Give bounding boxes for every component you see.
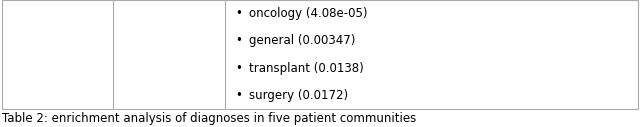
Bar	[2, 0, 638, 109]
Text: Table 2: enrichment analysis of diagnoses in five patient communities: Table 2: enrichment analysis of diagnose…	[2, 112, 416, 125]
Text: •: •	[235, 7, 242, 20]
Text: surgery (0.0172): surgery (0.0172)	[248, 89, 348, 102]
Text: •: •	[235, 89, 242, 102]
Text: oncology (4.08e-05): oncology (4.08e-05)	[248, 7, 367, 20]
Text: •: •	[235, 34, 242, 47]
Text: transplant (0.0138): transplant (0.0138)	[248, 62, 364, 75]
Text: •: •	[235, 62, 242, 75]
Text: general (0.00347): general (0.00347)	[248, 34, 355, 47]
